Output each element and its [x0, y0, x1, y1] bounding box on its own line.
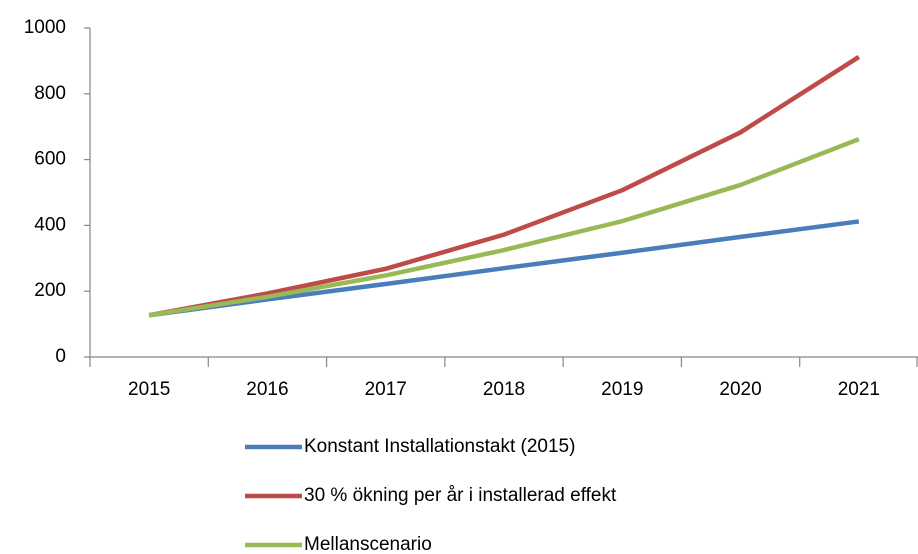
series-line — [148, 55, 861, 318]
x-tick-label: 2018 — [483, 379, 525, 400]
y-tick-label: 1000 — [24, 17, 66, 38]
series-line — [148, 219, 860, 318]
y-tick-label: 0 — [55, 346, 66, 367]
y-tick-label: 400 — [34, 214, 66, 235]
y-tick-label: 800 — [34, 83, 66, 104]
legend-label: Konstant Installationstakt (2015) — [304, 436, 575, 457]
y-tick-label: 200 — [34, 280, 66, 301]
y-tick-label: 600 — [34, 149, 66, 170]
x-tick-label: 2020 — [719, 379, 761, 400]
x-tick-label: 2016 — [246, 379, 288, 400]
x-tick-label: 2017 — [365, 379, 407, 400]
legend-label: 30 % ökning per år i installerad effekt — [304, 485, 617, 506]
x-tick-label: 2015 — [128, 379, 170, 400]
x-tick-label: 2021 — [838, 379, 880, 400]
x-tick-label: 2019 — [601, 379, 643, 400]
series-line — [148, 137, 860, 318]
legend-label: Mellanscenario — [304, 534, 432, 554]
